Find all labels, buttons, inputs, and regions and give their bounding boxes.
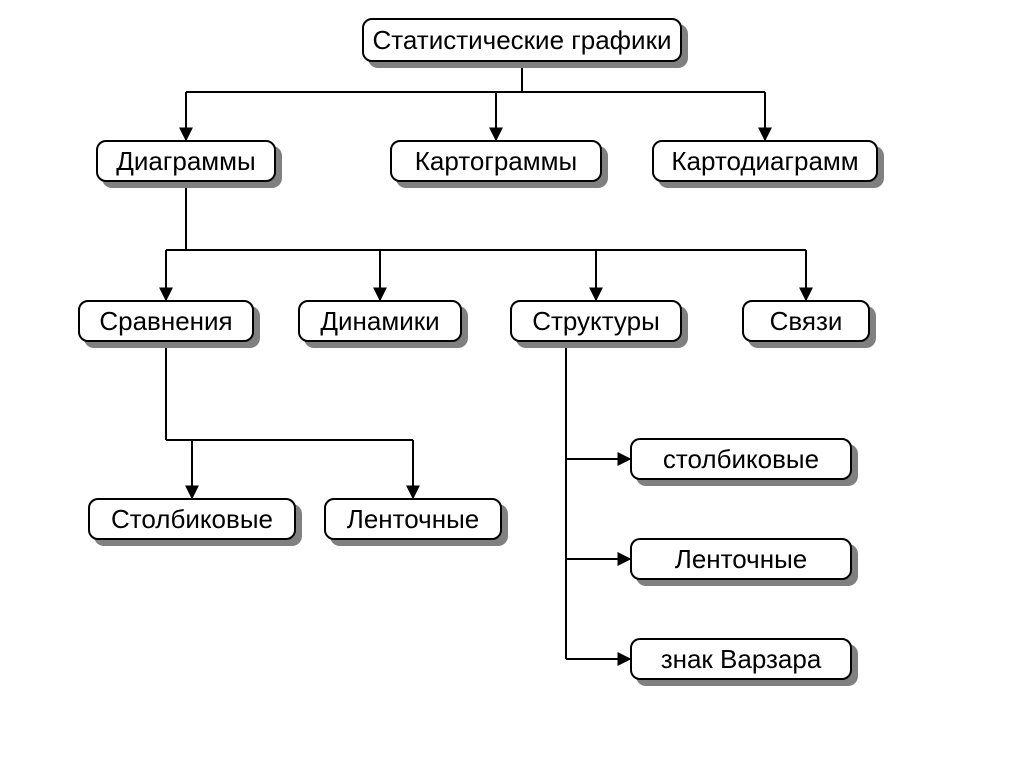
node-srav: Сравнения bbox=[78, 300, 254, 342]
node-stolb2: столбиковые bbox=[630, 438, 852, 480]
node-label: Столбиковые bbox=[111, 504, 273, 535]
node-kartodiag: Картодиаграмм bbox=[652, 140, 878, 182]
node-label: Динамики bbox=[320, 306, 439, 337]
node-lent2: Ленточные bbox=[630, 538, 852, 580]
node-label: Структуры bbox=[532, 306, 660, 337]
node-stolb1: Столбиковые bbox=[88, 498, 296, 540]
node-dinam: Динамики bbox=[298, 300, 462, 342]
node-struct: Структуры bbox=[510, 300, 682, 342]
node-lent1: Ленточные bbox=[324, 498, 502, 540]
flowchart-canvas: Статистические графики Диаграммы Картограм… bbox=[0, 0, 1024, 767]
node-karto: Картограммы bbox=[390, 140, 602, 182]
node-label: Картограммы bbox=[415, 146, 577, 177]
node-label: Связи bbox=[770, 306, 843, 337]
node-label: знак Варзара bbox=[661, 644, 822, 675]
node-label: столбиковые bbox=[663, 444, 819, 475]
node-label: Ленточные bbox=[675, 544, 807, 575]
node-label: Сравнения bbox=[99, 306, 232, 337]
node-label: Ленточные bbox=[347, 504, 479, 535]
node-svyaz: Связи bbox=[742, 300, 870, 342]
node-varzar: знак Варзара bbox=[630, 638, 852, 680]
edge-layer bbox=[0, 0, 1024, 767]
node-label: Диаграммы bbox=[116, 146, 255, 177]
node-diag: Диаграммы bbox=[96, 140, 276, 182]
node-label: Статистические графики bbox=[373, 25, 672, 56]
node-label: Картодиаграмм bbox=[671, 146, 858, 177]
node-root: Статистические графики bbox=[362, 18, 682, 62]
